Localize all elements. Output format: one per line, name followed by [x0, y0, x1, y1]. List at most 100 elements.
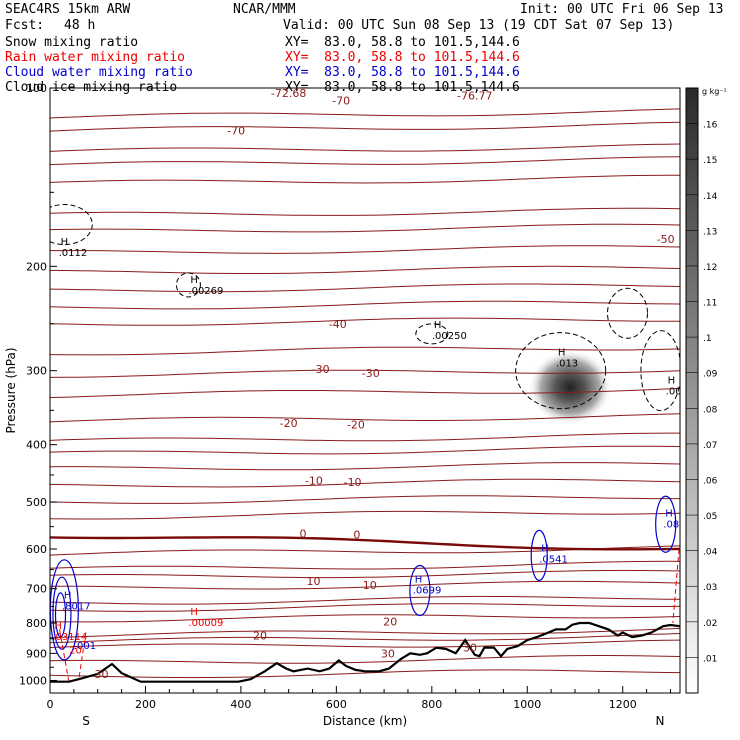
rain-water-contour	[672, 548, 680, 624]
field-name-cloudwater: Cloud water mixing ratio	[5, 65, 193, 80]
svg-text:H: H	[434, 320, 442, 331]
south-end-label: S	[82, 714, 90, 728]
y-tick-label: 500	[26, 496, 47, 509]
cloud-ice-contour	[50, 204, 93, 246]
maximum-label: 20	[69, 645, 82, 656]
field-xy-snow: XY= 83.0, 58.8 to 101.5,144.6	[285, 35, 520, 50]
x-tick-label: 0	[47, 698, 54, 711]
isotherm-line	[50, 627, 680, 639]
svg-text:H: H	[558, 348, 566, 359]
isotherm-line	[50, 545, 680, 556]
isotherm-label: -30	[362, 367, 380, 380]
colorbar-tick-label: .16	[703, 121, 718, 131]
isotherm-line	[50, 300, 680, 310]
isotherm-line	[50, 536, 680, 551]
maximum-label: H.0699	[413, 575, 442, 597]
cloud-ice-contour	[607, 287, 648, 339]
isotherm-line	[50, 317, 680, 326]
isotherm-label: 20	[383, 615, 397, 628]
colorbar-tick-label: .13	[703, 227, 717, 237]
cloud-water-contour	[54, 592, 67, 638]
cloud-ice-contour	[175, 272, 201, 298]
isotherm-line	[50, 569, 680, 579]
isotherm-label: 30	[381, 647, 395, 660]
isotherm-line	[50, 655, 680, 664]
svg-text:H: H	[54, 621, 62, 632]
plot-frame	[49, 87, 681, 694]
svg-text:20: 20	[69, 645, 82, 656]
x-tick-label: 1200	[609, 698, 637, 711]
maximum-label: H.0112	[59, 237, 88, 259]
isotherm-line	[50, 207, 680, 216]
svg-text:H: H	[190, 607, 198, 618]
x-tick-label: 800	[421, 698, 442, 711]
isotherm-line	[50, 633, 680, 644]
field-xy-rain: XY= 83.0, 58.8 to 101.5,144.6	[285, 50, 520, 65]
isotherm-line	[50, 510, 680, 520]
isotherm-line	[50, 639, 680, 648]
isotherm-label: -10	[344, 476, 362, 489]
rain-water-contour	[59, 629, 87, 684]
colorbar-tick-label: .08	[703, 405, 718, 415]
maximum-label: H.013	[556, 348, 578, 370]
isotherm-line	[50, 560, 680, 570]
svg-text:.013: .013	[556, 359, 578, 370]
colorbar-tick-label: .15	[703, 156, 717, 166]
svg-text:H: H	[668, 375, 676, 386]
cloud-water-contour	[530, 529, 548, 581]
isotherm-line	[50, 478, 680, 488]
isotherm-line	[50, 369, 680, 378]
maximum-label: H.00009	[188, 607, 223, 629]
x-tick-label: 200	[135, 698, 156, 711]
y-tick-label: 900	[26, 647, 47, 660]
isotherm-line	[50, 156, 680, 166]
isotherm-line	[50, 223, 680, 233]
isotherm-label: -10	[305, 475, 323, 488]
colorbar-tick-label: .07	[703, 441, 717, 451]
colorbar-tick-label: .06	[703, 476, 718, 486]
maximum-label: H.03114	[52, 621, 87, 643]
cloud-water-contour	[52, 576, 72, 650]
cloud-water-contour	[409, 564, 431, 617]
colorbar-tick-label: .01	[703, 654, 717, 664]
isotherm-line	[50, 669, 680, 679]
isotherm-label: -30	[312, 363, 330, 376]
x-axis-label: Distance (km)	[323, 714, 407, 728]
colorbar-tick-label: .03	[703, 583, 717, 593]
svg-text:H: H	[665, 508, 673, 519]
svg-text:.03114: .03114	[52, 632, 87, 643]
svg-text:H: H	[61, 237, 69, 248]
isotherm-line	[50, 387, 680, 398]
colorbar-tick-label: .1	[703, 334, 712, 344]
isotherm-line	[50, 462, 680, 471]
isotherm-label: -72.68	[271, 87, 306, 100]
svg-text:.001: .001	[74, 641, 96, 652]
y-axis-label: Pressure (hPa)	[4, 347, 18, 433]
cloud-ice-contour	[415, 323, 449, 345]
y-tick-label: 200	[26, 260, 47, 273]
colorbar-bar	[685, 87, 699, 694]
isotherm-line	[50, 495, 680, 504]
field-xy-cloudwater: XY= 83.0, 58.8 to 101.5,144.6	[285, 65, 520, 80]
isotherm-label: -70	[227, 125, 245, 138]
isotherm-line	[50, 413, 680, 423]
y-tick-label: 100	[26, 82, 47, 95]
isotherm-line	[50, 603, 680, 612]
isotherm-line	[50, 595, 680, 605]
isotherm-label: 0	[353, 528, 360, 541]
isotherm-line	[50, 265, 680, 274]
terrain-line	[50, 621, 680, 683]
maximum-label: H.00250	[432, 320, 467, 342]
svg-text:.0871: .0871	[663, 519, 692, 530]
isotherm-line	[50, 614, 680, 623]
isotherm-label: -20	[347, 419, 365, 432]
isotherm-line	[50, 121, 680, 132]
x-tick-label: 400	[230, 698, 251, 711]
snow-shading	[528, 349, 613, 426]
org-label: NCAR/MMM	[233, 2, 296, 17]
y-tick-label: 800	[26, 617, 47, 630]
isotherm-label: -40	[329, 318, 347, 331]
isotherm-line	[50, 143, 680, 152]
colorbar-unit: g kg⁻¹	[702, 87, 727, 96]
isotherm-label: 10	[363, 579, 377, 592]
